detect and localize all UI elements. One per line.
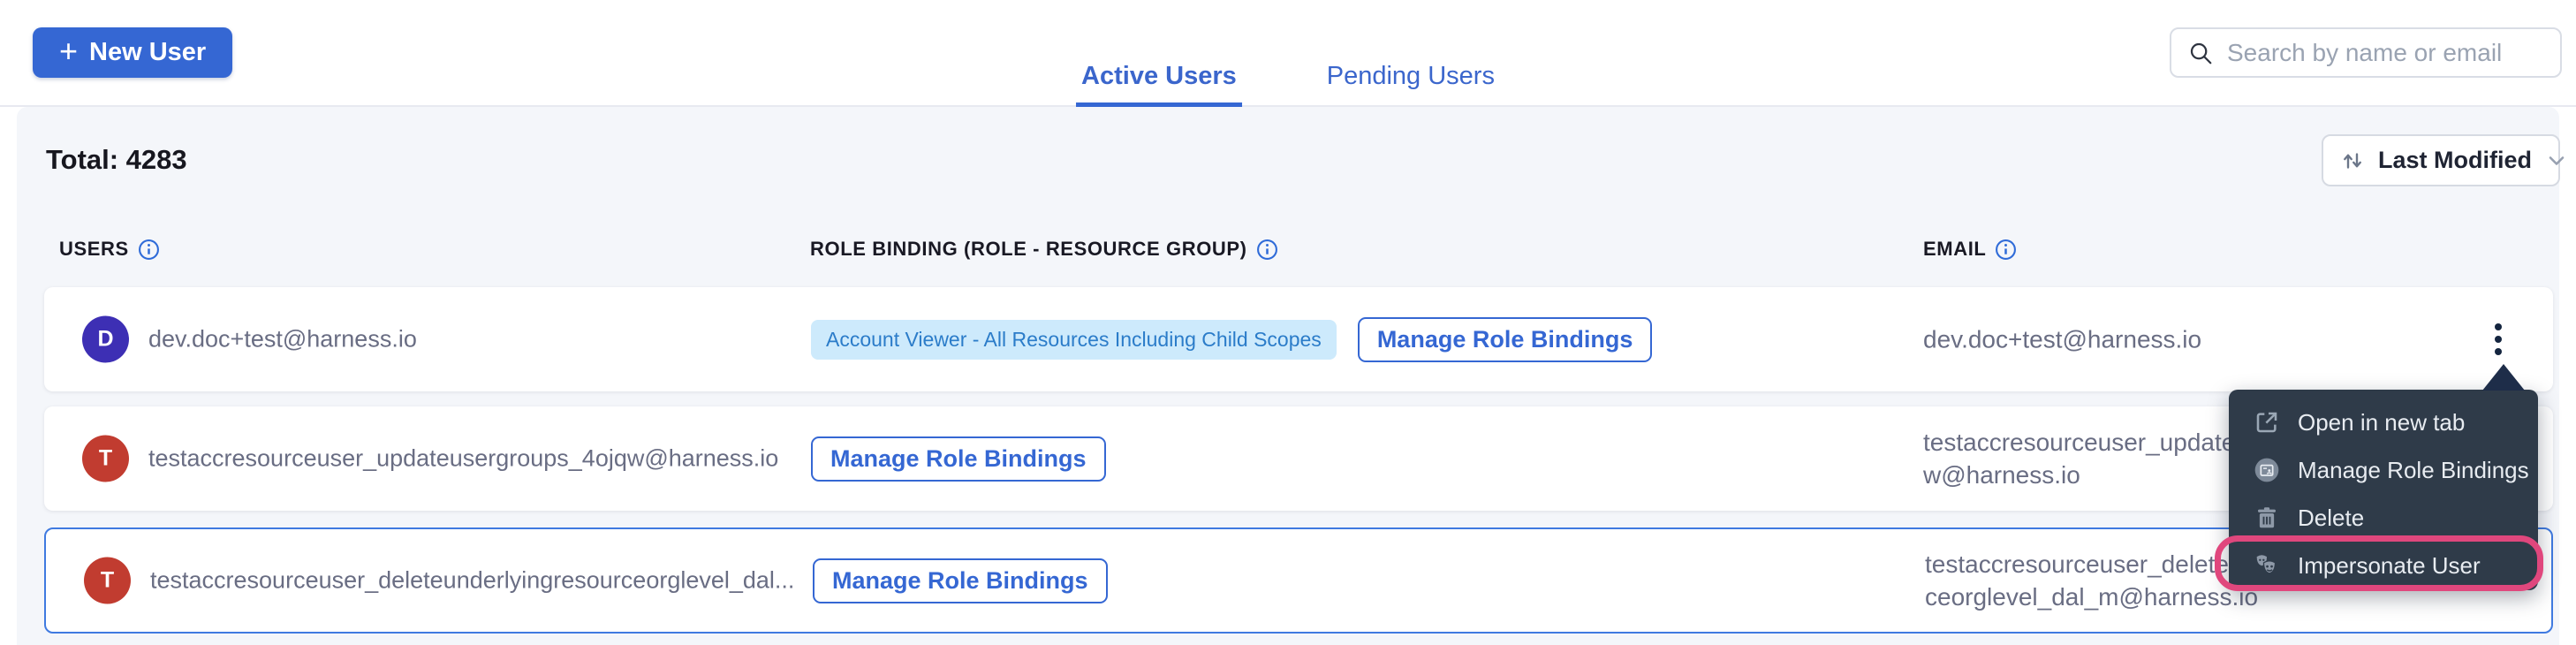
- open-in-new-tab-icon: [2252, 408, 2282, 436]
- info-icon[interactable]: [1995, 239, 2017, 261]
- menu-item-label: Manage Role Bindings: [2298, 456, 2529, 483]
- role-binding-chip: Account Viewer - All Resources Including…: [811, 319, 1337, 360]
- total-count: Total: 4283: [46, 144, 187, 175]
- avatar: D: [82, 315, 129, 363]
- impersonate-user-icon: [2252, 550, 2282, 580]
- header-bar: + New User Active Users Pending Users: [0, 0, 2576, 107]
- chevron-down-icon: [2544, 148, 2569, 173]
- avatar: T: [84, 557, 131, 604]
- menu-item-label: Delete: [2298, 504, 2365, 531]
- user-name: dev.doc+test@harness.io: [148, 325, 417, 353]
- table-row[interactable]: D dev.doc+test@harness.io Account Viewer…: [44, 287, 2553, 391]
- role-binding-cell: Account Viewer - All Resources Including…: [811, 287, 1653, 391]
- sort-dropdown[interactable]: Last Modified: [2322, 134, 2565, 186]
- info-icon[interactable]: [1256, 239, 1278, 261]
- menu-item-impersonate-user[interactable]: Impersonate User: [2229, 542, 2538, 589]
- manage-role-bindings-button[interactable]: Manage Role Bindings: [1357, 316, 1653, 362]
- tab-active-users[interactable]: Active Users: [1076, 62, 1242, 107]
- tab-pending-users[interactable]: Pending Users: [1326, 62, 1495, 90]
- column-header-role-binding: ROLE BINDING (ROLE - RESOURCE GROUP): [810, 238, 1278, 261]
- users-panel: Total: 4283 Last Modified USERS ROLE BIN…: [17, 107, 2565, 645]
- column-header-users-label: USERS: [59, 238, 129, 260]
- manage-role-bindings-button[interactable]: Manage Role Bindings: [813, 558, 1108, 603]
- search-input[interactable]: [2227, 38, 2544, 67]
- avatar: T: [82, 435, 129, 482]
- role-binding-cell: Manage Role Bindings: [813, 529, 1108, 632]
- search-box[interactable]: [2170, 27, 2562, 78]
- table-row[interactable]: T testaccresourceuser_updateusergroups_4…: [44, 406, 2553, 511]
- search-icon: [2187, 40, 2214, 66]
- menu-item-delete[interactable]: Delete: [2229, 494, 2538, 542]
- menu-item-label: Impersonate User: [2298, 551, 2481, 579]
- info-icon[interactable]: [138, 239, 160, 261]
- user-email: dev.doc+test@harness.io: [1923, 323, 2201, 356]
- menu-item-manage-role-bindings[interactable]: Manage Role Bindings: [2229, 446, 2538, 494]
- user-name: testaccresourceuser_updateusergroups_4oj…: [148, 444, 779, 472]
- column-header-email-label: EMAIL: [1923, 238, 1987, 260]
- user-name: testaccresourceuser_deleteunderlyingreso…: [150, 566, 795, 594]
- context-menu: Open in new tab Manage Role Bindings Del…: [2229, 390, 2538, 590]
- column-header-role-binding-label: ROLE BINDING (ROLE - RESOURCE GROUP): [810, 238, 1247, 260]
- column-header-users: USERS: [59, 238, 160, 261]
- manage-role-bindings-icon: [2252, 456, 2282, 484]
- table-row-selected[interactable]: T testaccresourceuser_deleteunderlyingre…: [44, 527, 2553, 634]
- context-menu-caret: [2482, 364, 2525, 391]
- sort-label: Last Modified: [2378, 147, 2532, 173]
- user-email-line: w@harness.io: [1923, 461, 2080, 489]
- new-user-button[interactable]: + New User: [33, 27, 233, 78]
- role-binding-cell: Manage Role Bindings: [811, 406, 1106, 511]
- menu-item-label: Open in new tab: [2298, 408, 2466, 436]
- row-menu-button[interactable]: [2479, 313, 2518, 366]
- tabs: Active Users Pending Users: [1076, 62, 1500, 107]
- new-user-button-label: New User: [89, 38, 207, 66]
- trash-icon: [2252, 505, 2282, 531]
- column-header-email: EMAIL: [1923, 238, 2017, 261]
- user-email-line: ceorglevel_dal_m@harness.io: [1925, 583, 2259, 611]
- plus-icon: +: [59, 33, 79, 69]
- user-email-line: dev.doc+test@harness.io: [1923, 325, 2202, 353]
- manage-role-bindings-button[interactable]: Manage Role Bindings: [811, 436, 1106, 482]
- menu-item-open-in-new-tab[interactable]: Open in new tab: [2229, 398, 2538, 446]
- sort-arrows-icon: [2339, 148, 2366, 174]
